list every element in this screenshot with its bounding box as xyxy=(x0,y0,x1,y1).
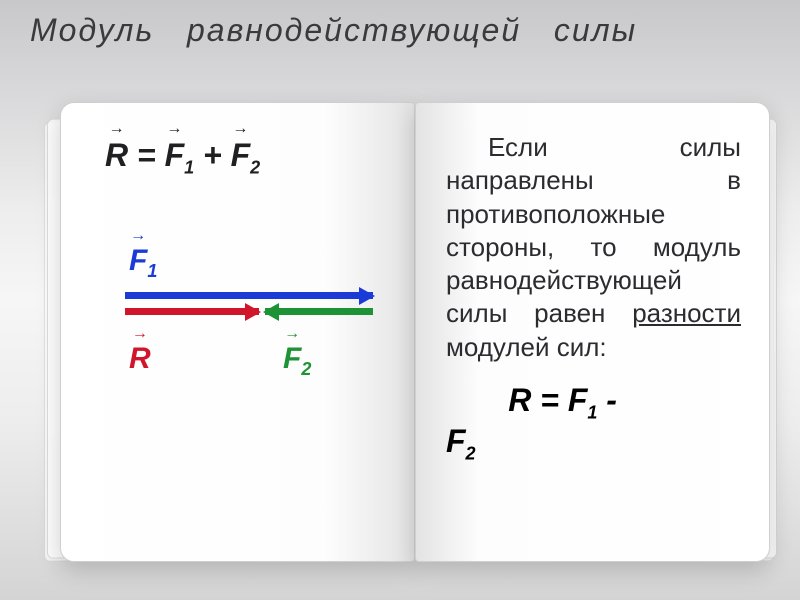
sub-1: 1 xyxy=(184,157,194,177)
open-book: R = F1 + F2 F1 R xyxy=(60,92,770,572)
label-F1: F1 xyxy=(129,244,157,282)
title-word-1: Модуль xyxy=(30,12,154,48)
vec-F1: F xyxy=(165,137,185,174)
eqF1: F xyxy=(568,382,588,418)
eqEq: = xyxy=(540,382,568,418)
page-stack-wrap: R = F1 + F2 F1 R xyxy=(60,92,770,572)
eqF2: F xyxy=(446,423,466,459)
page-right: Если силы направлены в противоположные с… xyxy=(415,102,770,562)
label-R-sym: R xyxy=(129,342,151,376)
label-R: R xyxy=(129,342,151,376)
title-word-2: равнодействующей xyxy=(187,12,521,48)
equation-scalar-diff: R = F1 - F2 xyxy=(446,382,741,465)
equation-vector-sum: R = F1 + F2 xyxy=(105,137,390,178)
arrow-F1 xyxy=(125,292,373,299)
label-F1-sym: F xyxy=(129,244,147,278)
para-after: модулей сил: xyxy=(446,332,607,362)
label-F2-sub: 2 xyxy=(301,359,311,379)
label-F2: F2 xyxy=(283,342,311,380)
vec-R: R xyxy=(105,137,128,174)
eq-sign: = xyxy=(137,137,165,173)
label-F1-sub: 1 xyxy=(147,261,157,281)
eqR: R xyxy=(508,382,531,418)
eq-plus: + xyxy=(203,137,231,173)
label-F2-sym: F xyxy=(283,342,301,376)
sub-2: 2 xyxy=(250,157,260,177)
slide-title: Модуль равнодействующей силы xyxy=(30,12,637,49)
explanation-text: Если силы направлены в противоположные с… xyxy=(446,131,741,364)
eqS2: 2 xyxy=(466,444,476,464)
eqS1: 1 xyxy=(587,402,597,422)
eqMn: - xyxy=(606,382,617,418)
slide: Модуль равнодействующей силы R = F1 + F2… xyxy=(0,0,800,600)
vec-F2: F xyxy=(231,137,251,174)
para-underlined: разности xyxy=(632,298,741,328)
arrow-R xyxy=(125,308,259,315)
arrow-F2 xyxy=(265,308,373,315)
title-word-3: силы xyxy=(554,12,637,48)
force-diagram: F 1 R F2 xyxy=(105,252,375,382)
page-left: R = F1 + F2 F1 R xyxy=(60,102,415,562)
